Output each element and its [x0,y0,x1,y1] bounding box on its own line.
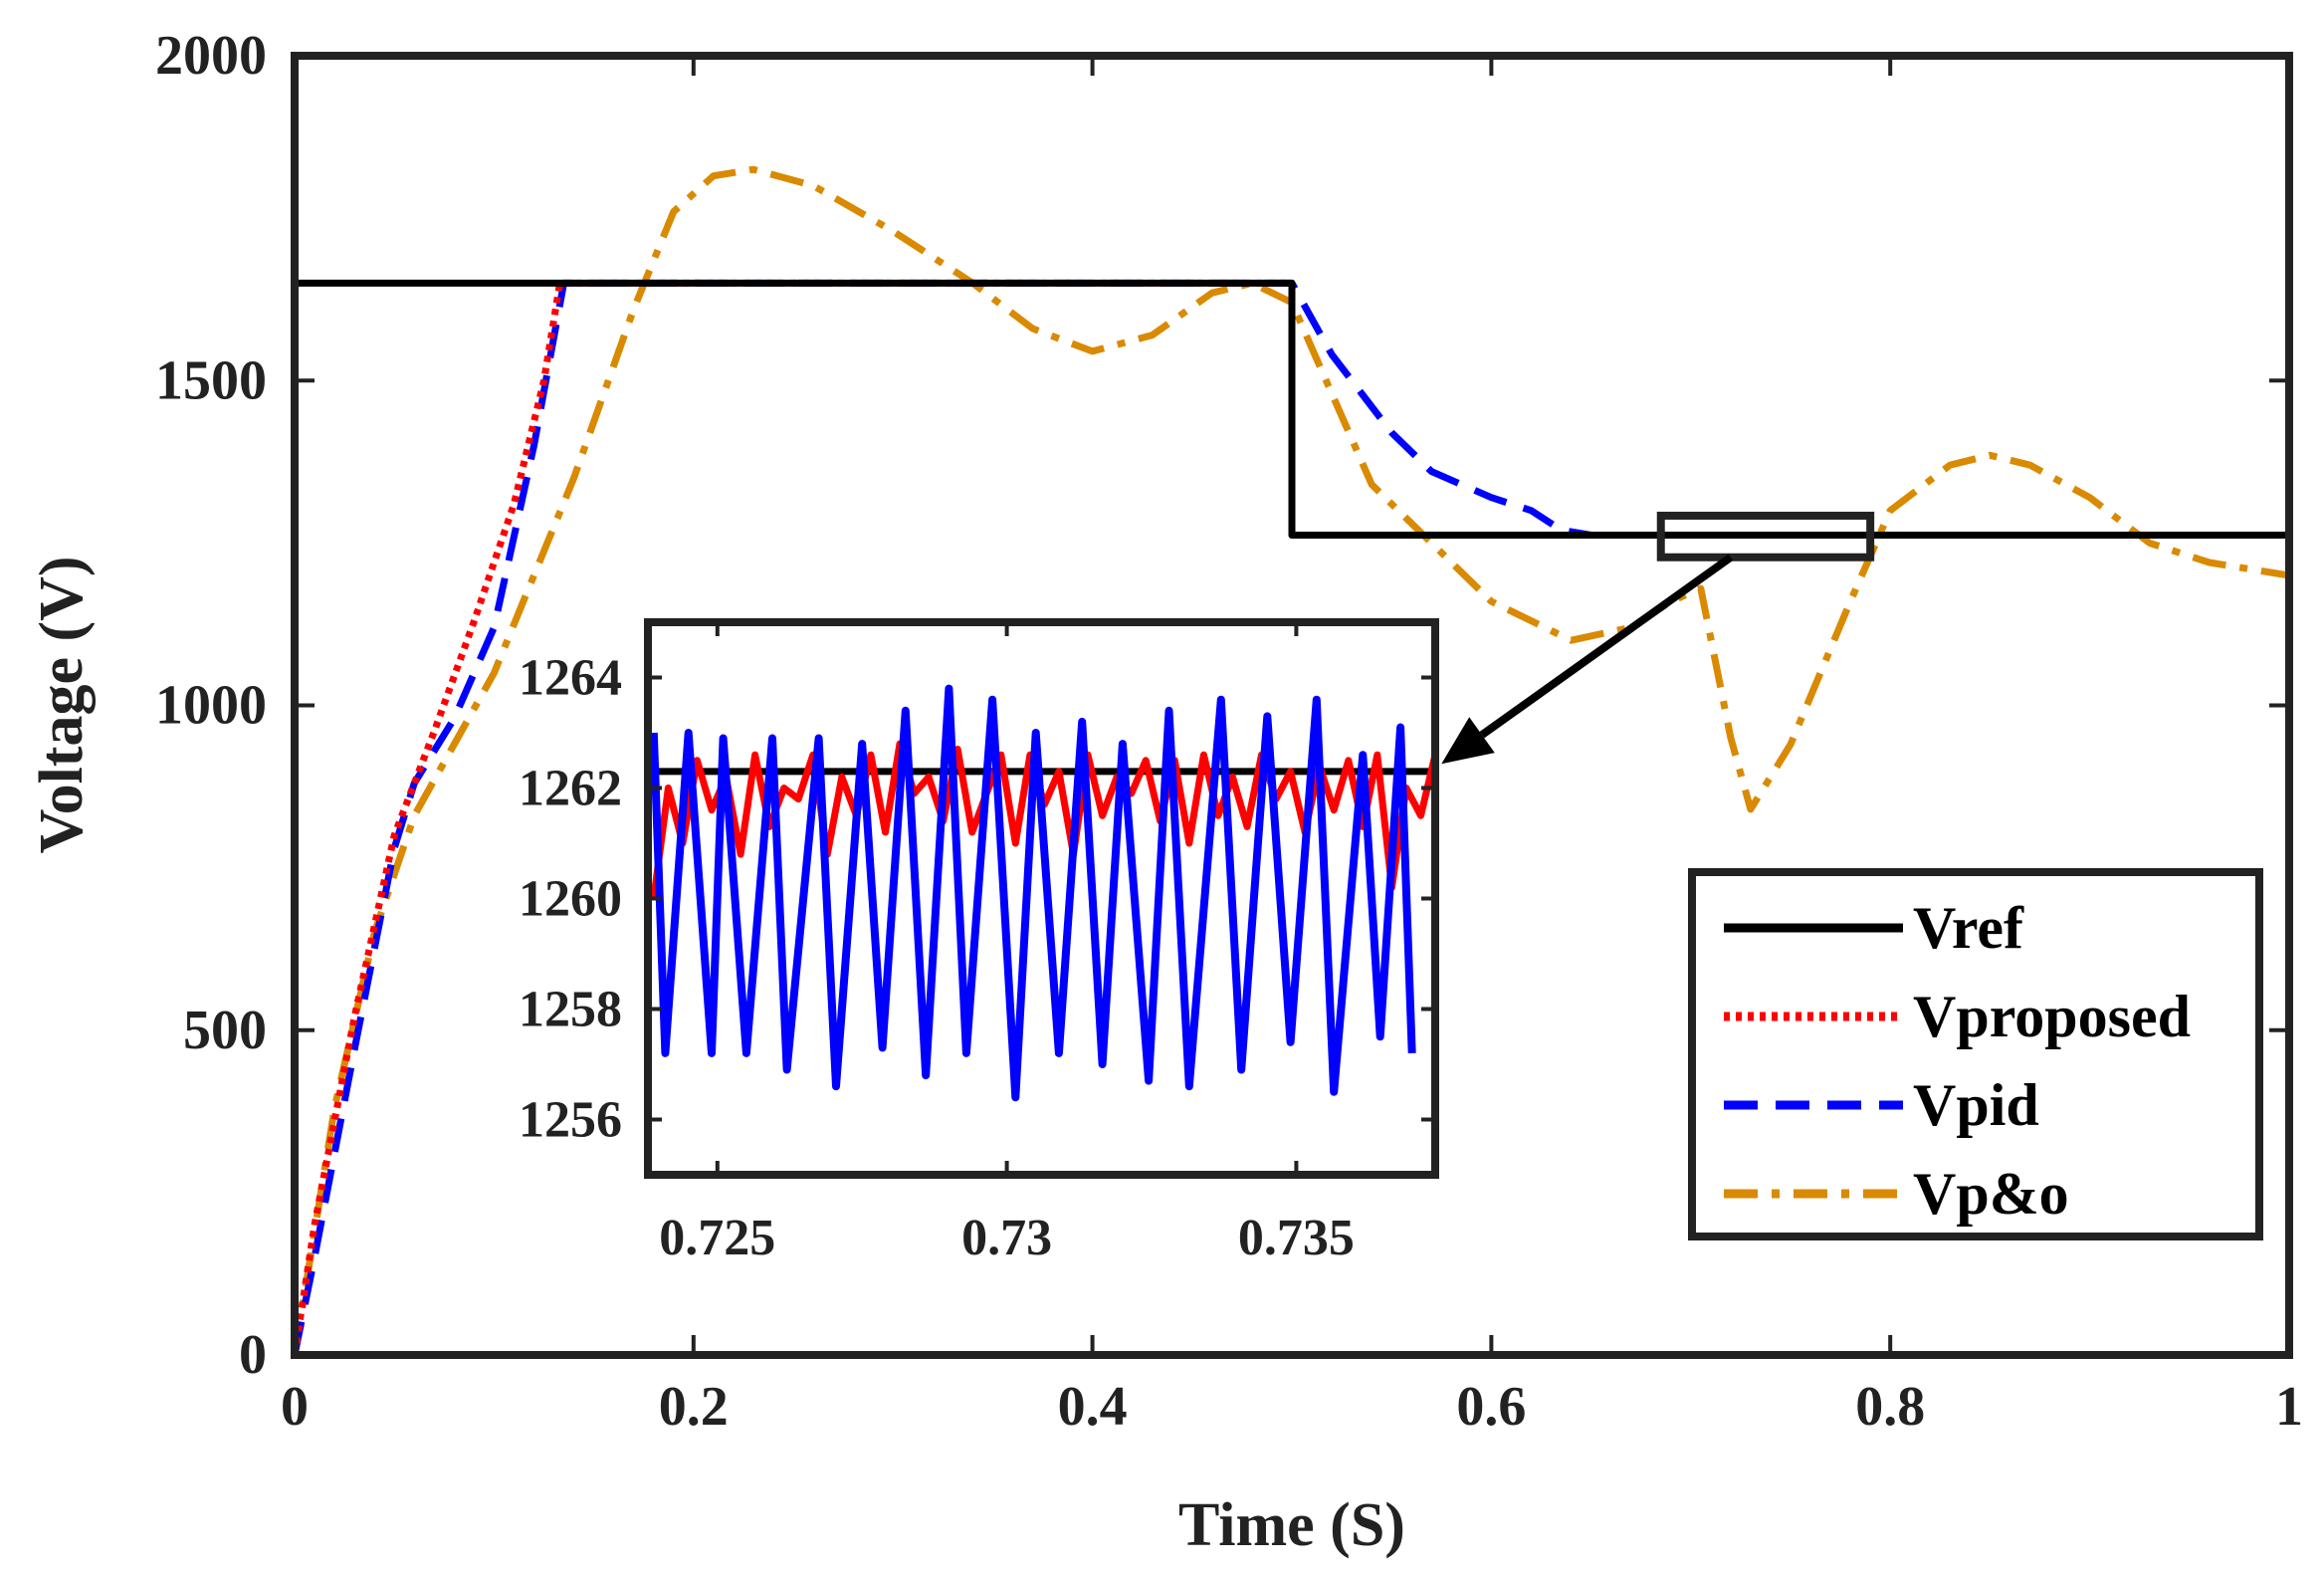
inset-y-tick-label: 1260 [519,871,622,928]
y-tick-label: 0 [239,1324,267,1386]
series-line-vpo [295,165,2289,1355]
x-tick-label: 0.4 [1058,1376,1128,1438]
y-tick-label: 2000 [155,25,267,87]
legend-label-vpo: Vp&o [1913,1161,2069,1227]
x-tick-label: 1 [2275,1376,2303,1438]
y-tick-label: 1000 [155,675,267,737]
inset-y-tick-label: 1256 [519,1092,622,1149]
zoom-annotation-group [1441,511,1875,765]
zoom-arrow-head [1441,717,1495,765]
x-tick-label: 0.6 [1456,1376,1526,1438]
zoom-box [1656,511,1875,562]
inset-x-tick-label: 0.73 [961,1210,1052,1266]
inset-y-tick-label: 1262 [519,761,622,817]
inset-x-tick-label: 0.735 [1238,1210,1355,1266]
legend-box [1688,868,2263,1240]
y-axis-title: Voltage (V) [28,556,96,853]
x-tick-label: 0.8 [1855,1376,1925,1438]
inset-y-tick-label: 1264 [519,650,622,707]
x-tick-label: 0 [281,1376,309,1438]
y-tick-label: 500 [183,1000,267,1061]
inset-series-group [648,684,1435,1102]
main-series-group [295,165,2289,1355]
legend-items-group: Vref Vproposed Vpid Vp&o [1724,895,2191,1227]
x-axis-title: Time (S) [1178,1491,1405,1559]
legend-label-vref: Vref [1913,895,2024,961]
series-line-vref [295,279,2289,539]
main-ticks-group: 0 0.2 0.4 0.6 0.8 1 0 500 1000 1500 2000 [155,25,2303,1438]
x-tick-label: 0.2 [659,1376,729,1438]
inset-y-tick-label: 1258 [519,982,622,1038]
legend-label-vpid: Vpid [1913,1072,2039,1138]
legend-label-vproposed: Vproposed [1913,984,2191,1049]
inset-ticks-group: 0.725 0.73 0.735 1256 1258 1260 1262 1264 [519,622,1435,1266]
inset-x-tick-label: 0.725 [659,1210,775,1266]
y-tick-label: 1500 [155,349,267,411]
inset-pid-line [649,684,1416,1102]
zoom-arrow-shaft [1479,554,1734,739]
